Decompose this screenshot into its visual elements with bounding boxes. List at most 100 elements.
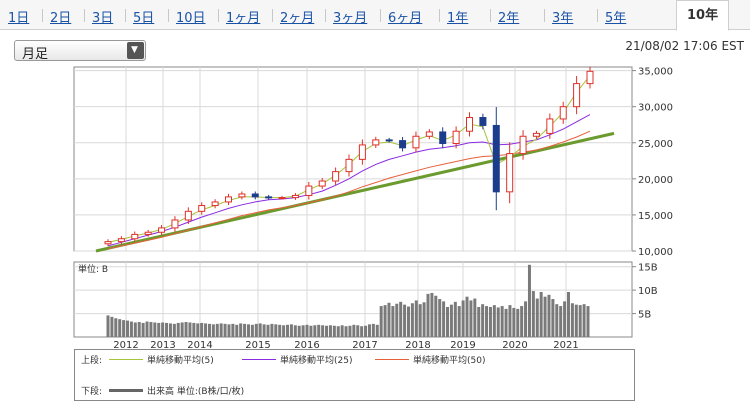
volume-bar [184,322,188,337]
legend-item-ma50: 単純移動平均(50) [413,356,486,366]
tab-separator [84,9,85,22]
tab-separator [325,9,326,22]
tab-10[interactable]: 1年 [447,11,469,26]
tab-12[interactable]: 3年 [552,11,574,26]
volume-tick-label: 15B [638,263,658,274]
volume-bar [219,323,223,337]
volume-bar [172,323,176,337]
candle-body [211,201,219,207]
volume-bar [520,306,524,337]
volume-bar [149,322,153,337]
candle-body [251,193,259,198]
volume-bar [504,308,508,337]
legend: 上段: 単純移動平均(5) 単純移動平均(25) 単純移動平均(50) 下段: … [74,349,635,401]
volume-bar [239,323,243,337]
volume-bar [453,301,457,337]
volume-bar [430,292,434,337]
volume-bar [539,292,543,337]
volume-bar [449,304,453,337]
legend-lower-label: 下段: [81,387,103,397]
candle-body [546,118,554,134]
volume-bar [469,300,473,337]
tab-separator [380,9,381,22]
period-tab-bar: 1日 2日 3日 5日 10日 1ヶ月 2ヶ月 3ヶ月 6ヶ月 1年 2年 3年 5年 10年 [0,0,750,31]
candle-body [144,231,152,235]
candle-body [171,219,179,229]
volume-bar [461,300,465,337]
tab-separator [125,9,126,22]
volume-bar [406,306,410,337]
chevron-down-icon[interactable]: ▼ [127,42,144,59]
ma5-line [107,75,591,243]
volume-bar [457,306,461,337]
volume-bar [492,305,496,337]
legend-item-volume: 出来高 単位:(B株/口/枚) [147,387,245,397]
volume-bar [254,323,258,337]
tab-6[interactable]: 1ヶ月 [226,11,261,26]
candle-body [372,139,380,146]
volume-bar [481,304,485,337]
volume-tick-label: 5B [638,310,651,321]
volume-bar [446,307,450,337]
volume-bar [145,321,149,337]
price-tick-label: 20,000 [638,175,673,186]
candle-body [439,131,447,144]
candle-body [104,241,112,245]
volume-bar [118,319,122,337]
price-tick-label: 25,000 [638,139,673,150]
volume-bar [309,325,313,337]
volume-bar [176,322,180,337]
candle-body [265,196,273,199]
volume-bar [289,324,293,337]
tab-1[interactable]: 1日 [8,11,30,26]
candle-body [332,171,340,182]
volume-bar [352,324,356,337]
tab-4[interactable]: 5日 [133,11,155,26]
tab-9[interactable]: 6ヶ月 [388,11,423,26]
price-tick-label: 35,000 [638,67,673,78]
candle-body [345,158,353,173]
volume-bar [126,320,130,337]
volume-bar [387,302,391,337]
tab-3[interactable]: 3日 [92,11,114,26]
volume-bar [379,306,383,337]
trendline [95,131,615,253]
volume-bar [360,326,364,337]
volume-bar [434,295,438,337]
volume-bar [153,322,157,337]
volume-bar [531,291,535,337]
volume-bar [403,304,407,337]
tab-11[interactable]: 2年 [498,11,520,26]
volume-bar [286,324,290,337]
volume-bar [129,321,133,337]
volume-bar [200,322,204,337]
candle-body [291,194,299,199]
price-panel: 35,000 30,000 25,000 20,000 15,000 10,000 [73,66,673,258]
volume-bar [426,293,430,337]
volume-bar [543,296,547,337]
candle-body [117,238,125,243]
tab-2[interactable]: 2日 [50,11,72,26]
volume-bar [485,306,489,337]
tab-separator [168,9,169,22]
tab-14[interactable]: 10年 [676,0,730,31]
tab-8[interactable]: 3ヶ月 [333,11,368,26]
volume-bar [438,299,442,337]
volume-bar [207,323,211,337]
price-tick-label: 15,000 [638,211,673,222]
candle-body [492,124,500,193]
volume-bar [500,306,504,337]
volume-bar [586,306,590,337]
volume-bar [399,301,403,337]
tab-7[interactable]: 2ヶ月 [280,11,315,26]
volume-bar [313,325,317,337]
volume-bar [340,325,344,337]
volume-bar [114,318,118,337]
tab-5[interactable]: 10日 [176,11,206,26]
tab-13[interactable]: 5年 [605,11,627,26]
candle-body [399,140,407,149]
period-select[interactable]: 月足 ▼ [14,40,146,62]
legend-upper-label: 上段: [81,356,103,366]
candle-body [452,130,460,144]
volume-bar [231,323,235,337]
